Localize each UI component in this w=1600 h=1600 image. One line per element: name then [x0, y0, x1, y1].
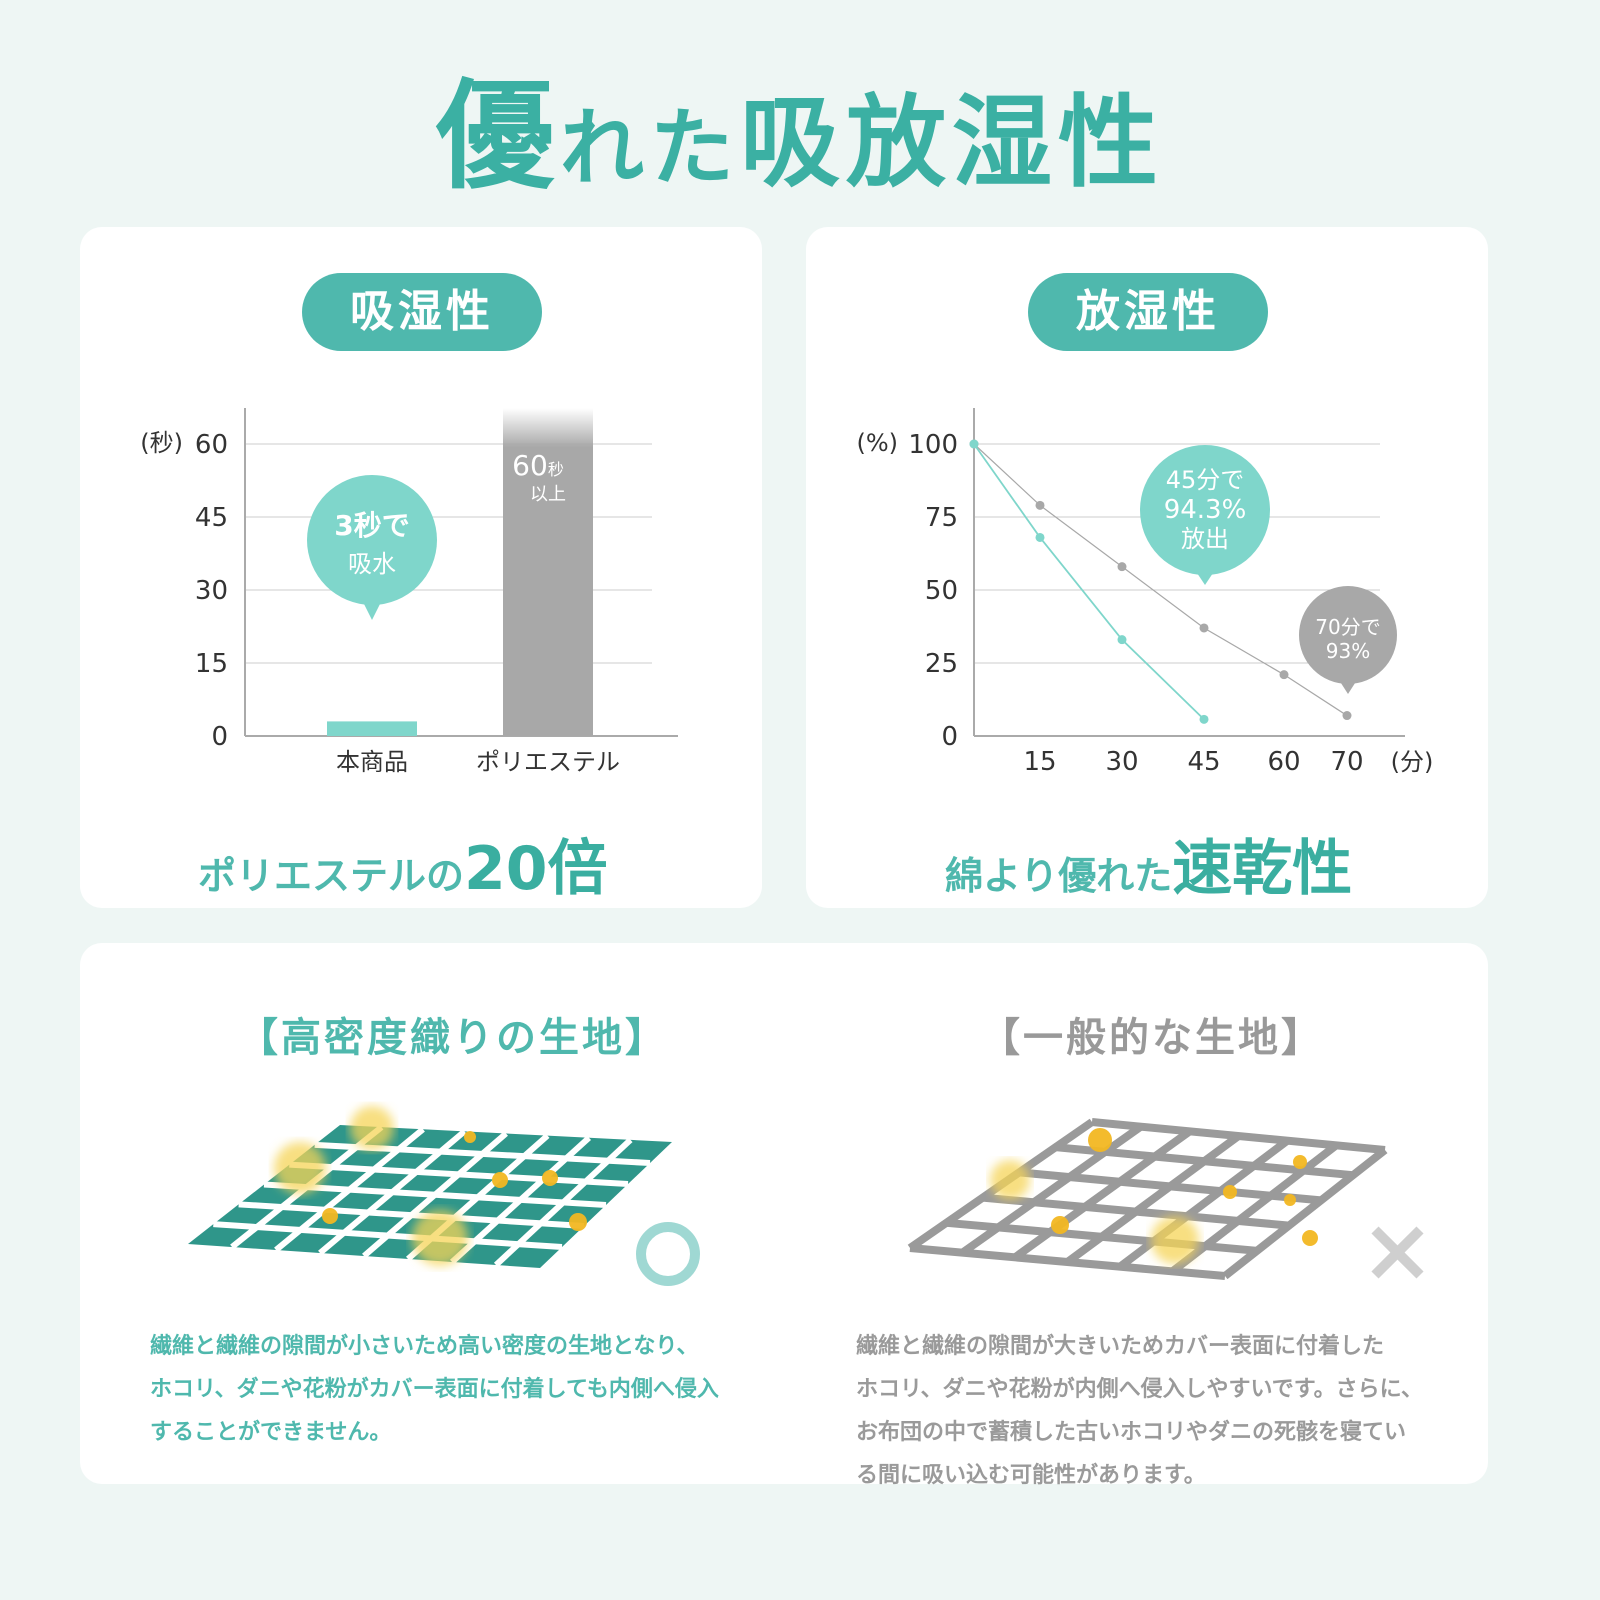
page-title: 優れた吸放湿性: [435, 66, 1165, 205]
y-tick-label: 45: [195, 503, 228, 533]
data-point: [1199, 714, 1209, 724]
dust-particle: [542, 1170, 558, 1186]
dust-particle: [1223, 1185, 1237, 1199]
data-point: [1117, 635, 1127, 645]
data-point: [1035, 500, 1045, 510]
svg-text:放出: 放出: [1181, 525, 1229, 553]
x-tick-label: 45: [1187, 747, 1220, 777]
data-point: [1035, 532, 1045, 542]
y-tick-label: 75: [925, 503, 958, 533]
svg-text:94.3%: 94.3%: [1164, 495, 1247, 525]
bubble-line1: 3秒で: [334, 509, 409, 542]
dust-particle: [322, 1208, 338, 1224]
y-tick-label: 25: [925, 649, 958, 679]
data-point: [1279, 670, 1289, 680]
bubble-70min: 70分で 93%: [1299, 586, 1397, 694]
data-point: [969, 439, 979, 449]
line-chart: 0 25 50 75 100 15 30 45 60 70 (%) (分) 45分で 94.3% …: [856, 408, 1434, 777]
y-tick-label: 0: [211, 722, 228, 752]
y-axis-label: (秒): [140, 429, 183, 457]
dust-particle: [1293, 1155, 1307, 1169]
y-tick-label: 100: [908, 430, 958, 460]
bad-fabric-heading: 【一般的な生地】: [980, 1015, 1324, 1061]
thread: [238, 1201, 585, 1229]
thread: [213, 1221, 563, 1250]
y-axis-label: (%): [856, 429, 898, 457]
release-caption: 綿より優れた速乾性: [945, 834, 1353, 904]
x-tick-label: 本商品: [336, 748, 408, 776]
loose-mesh-illustration: [907, 1118, 1388, 1280]
thread: [909, 1244, 1226, 1280]
y-tick-label: 15: [195, 649, 228, 679]
thread: [1018, 1168, 1322, 1205]
x-tick-label: 15: [1023, 747, 1056, 777]
series-line: [973, 443, 1348, 717]
thread: [1091, 1118, 1386, 1154]
dust-particle: [492, 1172, 508, 1188]
dust-particle: [569, 1213, 587, 1231]
thread: [1055, 1143, 1354, 1180]
thread: [946, 1218, 1258, 1255]
thread: [1170, 1142, 1339, 1275]
bubble-45min: 45分で 94.3% 放出: [1140, 445, 1270, 585]
absorb-badge: 吸湿性: [302, 273, 542, 351]
bubble-line2: 吸水: [348, 550, 396, 578]
y-tick-label: 60: [195, 430, 228, 460]
thread: [289, 1161, 629, 1187]
x-tick-label: ポリエステル: [476, 748, 620, 776]
bad-fabric-text: 繊維と繊維の隙間が大きいためカバー表面に付着した ホコリ、ダニや花粉が内側へ侵入…: [856, 1334, 1423, 1488]
svg-text:93%: 93%: [1326, 639, 1370, 663]
thread: [1117, 1137, 1290, 1270]
x-tick-label: 60: [1267, 747, 1300, 777]
bar-chart: 0 15 30 45 60 (秒) 本商品 ポリエステル 3秒で 吸水 60秒 以上: [140, 408, 678, 776]
absorb-caption: ポリエステルの20倍: [198, 834, 608, 904]
dust-particle: [1284, 1194, 1296, 1206]
svg-text:45分で: 45分で: [1166, 466, 1245, 494]
dust-particle: [1151, 1216, 1199, 1264]
dust-particle: [1088, 1128, 1112, 1152]
bar-polyester: [503, 408, 593, 736]
series-line: [973, 443, 1205, 721]
release-badge: 放湿性: [1028, 273, 1268, 351]
cross-mark-icon: [1371, 1226, 1424, 1279]
x-tick-label: 70: [1330, 747, 1363, 777]
dust-particle: [1302, 1230, 1318, 1246]
x-axis-label: (分): [1391, 748, 1434, 776]
thread: [982, 1193, 1290, 1230]
dust-particle: [274, 1142, 326, 1194]
thread: [1065, 1132, 1241, 1266]
circle-mark-icon: [636, 1222, 700, 1286]
dust-particle: [1051, 1216, 1069, 1234]
bubble-3sec: 3秒で 吸水: [307, 475, 437, 620]
thread: [1012, 1128, 1193, 1261]
svg-text:70分で: 70分で: [1315, 615, 1380, 639]
thread: [960, 1123, 1144, 1256]
dust-particle: [990, 1160, 1030, 1200]
bar-label-60: 60秒: [512, 449, 564, 482]
y-tick-label: 0: [941, 722, 958, 752]
thread: [1222, 1146, 1388, 1280]
bar-label-above: 以上: [530, 484, 566, 505]
y-tick-label: 50: [925, 576, 958, 606]
x-tick-label: 30: [1105, 747, 1138, 777]
bar-product: [327, 721, 417, 736]
thread: [263, 1181, 607, 1208]
y-tick-label: 30: [195, 576, 228, 606]
good-fabric-heading: 【高密度織りの生地】: [238, 1015, 668, 1061]
fabric-illustrations: [188, 1106, 1424, 1286]
dust-particle: [350, 1106, 394, 1150]
good-fabric-text: 繊維と繊維の隙間が小さいため高い密度の生地となり、 ホコリ、ダニや花粉がカバー表…: [150, 1334, 719, 1445]
data-point: [1117, 562, 1127, 572]
dust-particle: [412, 1210, 468, 1266]
dust-particle: [464, 1131, 476, 1143]
data-point: [1199, 623, 1209, 633]
data-point: [1342, 711, 1352, 721]
